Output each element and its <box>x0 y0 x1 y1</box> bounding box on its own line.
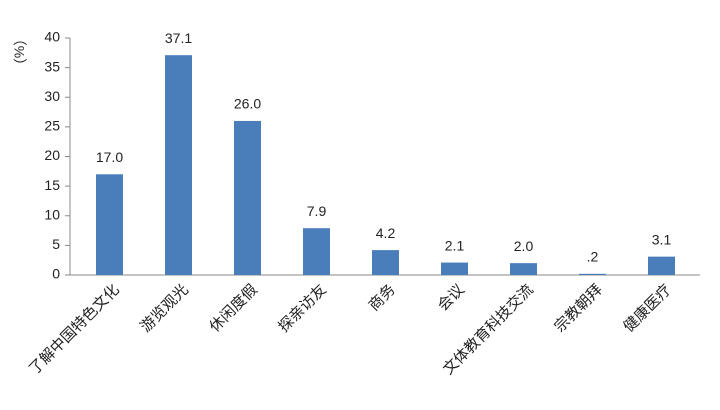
x-tick-label: 健康医疗 <box>620 281 674 335</box>
x-tick-label: 商务 <box>366 281 399 314</box>
y-tick-label: 0 <box>52 266 60 282</box>
value-label: 2.0 <box>514 238 534 254</box>
value-label: 3.1 <box>652 231 672 247</box>
y-tick-label: 25 <box>44 118 60 134</box>
value-label: 37.1 <box>165 30 192 46</box>
bar <box>303 228 330 275</box>
value-label: 26.0 <box>234 96 261 112</box>
x-tick-label: 休闲度假 <box>206 281 260 335</box>
bar <box>96 174 123 275</box>
y-tick-label: 5 <box>52 236 60 252</box>
value-label: 7.9 <box>307 203 327 219</box>
y-tick-label: 30 <box>44 88 60 104</box>
y-tick-label: 40 <box>44 29 60 45</box>
y-tick-label: 35 <box>44 58 60 74</box>
y-tick-label: 20 <box>44 147 60 163</box>
value-label: 2.1 <box>445 237 465 253</box>
x-tick-label: 会议 <box>435 281 468 314</box>
value-label: .2 <box>587 249 599 265</box>
bar <box>372 250 399 275</box>
bar <box>234 120 261 275</box>
bar <box>165 55 192 276</box>
y-axis-label: （%） <box>11 32 27 72</box>
bar <box>579 273 606 275</box>
x-tick-label: 宗教朝拜 <box>551 281 606 336</box>
bar <box>648 256 675 275</box>
x-tick-label: 探亲访友 <box>275 281 329 335</box>
x-tick-label: 了解中国特色文化 <box>26 281 123 378</box>
value-label: 4.2 <box>376 225 396 241</box>
bar <box>441 262 468 275</box>
y-tick-label: 15 <box>44 177 60 193</box>
y-tick-label: 10 <box>44 206 60 222</box>
value-label: 17.0 <box>96 149 123 165</box>
x-tick-label: 游览观光 <box>137 281 191 335</box>
bar <box>510 263 537 275</box>
